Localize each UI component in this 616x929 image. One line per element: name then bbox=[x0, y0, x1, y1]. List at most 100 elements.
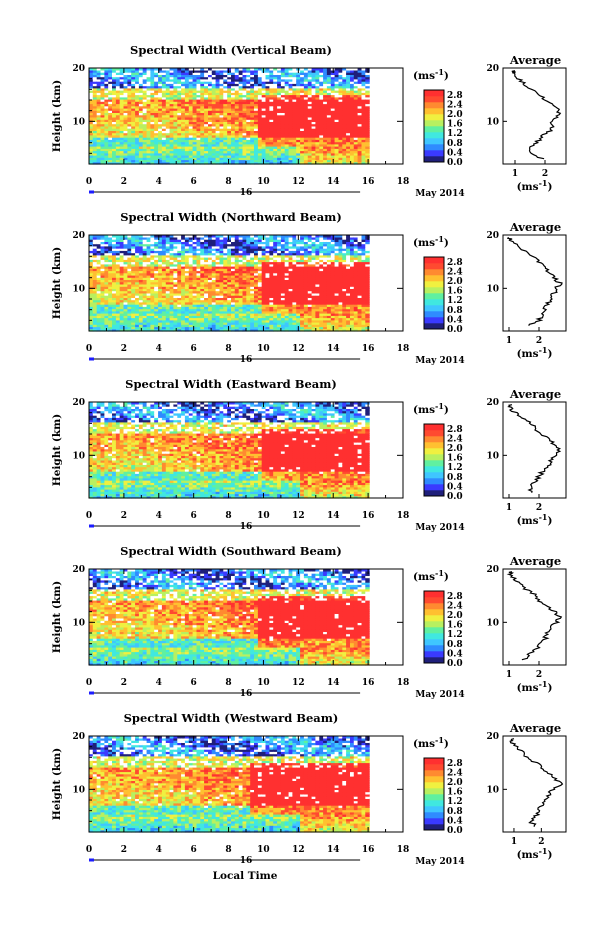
heatmap-cell bbox=[123, 317, 128, 321]
heatmap-cell bbox=[204, 155, 209, 158]
heatmap-cell bbox=[146, 257, 151, 260]
heatmap-cell bbox=[112, 315, 117, 319]
heatmap-cell bbox=[261, 139, 267, 143]
heatmap-cell bbox=[196, 304, 201, 307]
heatmap-cell bbox=[135, 263, 140, 267]
heatmap-cell bbox=[254, 161, 259, 165]
heatmap-cell bbox=[280, 146, 286, 149]
heatmap-cell bbox=[250, 161, 255, 165]
heatmap-cell bbox=[100, 101, 105, 105]
heatmap-cell bbox=[300, 134, 305, 138]
heatmap-cell bbox=[223, 87, 228, 91]
heatmap-cell bbox=[353, 103, 359, 107]
heatmap-cell bbox=[131, 81, 136, 84]
heatmap-cell bbox=[307, 76, 313, 80]
heatmap-cell bbox=[277, 99, 282, 102]
heatmap-cell bbox=[177, 313, 182, 316]
heatmap-cell bbox=[315, 69, 320, 73]
heatmap-cell bbox=[192, 236, 197, 240]
heatmap-cell bbox=[246, 90, 251, 93]
heatmap-cell bbox=[223, 261, 228, 265]
heatmap-cell bbox=[135, 324, 140, 328]
heatmap-cell bbox=[104, 128, 109, 131]
colorbar-swatch bbox=[424, 114, 444, 121]
heatmap-cell bbox=[238, 252, 244, 256]
heatmap-cell bbox=[112, 299, 117, 303]
heatmap-cell bbox=[138, 268, 144, 272]
heatmap-cell bbox=[238, 250, 244, 254]
heatmap-cell bbox=[165, 150, 171, 154]
heatmap-cell bbox=[311, 94, 316, 98]
heatmap-cell bbox=[112, 239, 117, 242]
heatmap-cell bbox=[292, 128, 297, 131]
heatmap-cell bbox=[181, 143, 186, 147]
heatmap-cell bbox=[123, 108, 128, 111]
heatmap-cell bbox=[92, 128, 98, 131]
heatmap-cell bbox=[361, 139, 366, 143]
heatmap-cell bbox=[188, 161, 194, 165]
heatmap-cell bbox=[273, 108, 278, 111]
heatmap-cell bbox=[204, 69, 209, 73]
heatmap-cell bbox=[365, 161, 370, 165]
heatmap-cell bbox=[173, 99, 178, 102]
heatmap-cell bbox=[138, 310, 144, 314]
heatmap-cell bbox=[292, 148, 297, 152]
heatmap-cell bbox=[238, 306, 244, 310]
heatmap-cell bbox=[142, 324, 148, 328]
heatmap-cell bbox=[150, 72, 155, 75]
heatmap-cell bbox=[223, 250, 228, 254]
heatmap-cell bbox=[142, 259, 148, 263]
heatmap-cell bbox=[242, 81, 247, 84]
heatmap-cell bbox=[123, 94, 128, 98]
heatmap-cell bbox=[142, 128, 148, 131]
heatmap-cell bbox=[192, 155, 197, 158]
heatmap-cell bbox=[177, 69, 182, 73]
heatmap-cell bbox=[154, 103, 159, 107]
heatmap-cell bbox=[315, 105, 320, 109]
heatmap-cell bbox=[181, 137, 186, 140]
heatmap-cell bbox=[196, 277, 201, 280]
heatmap-cell bbox=[242, 319, 247, 323]
heatmap-cell bbox=[112, 128, 117, 131]
heatmap-cell bbox=[138, 239, 144, 242]
heatmap-cell bbox=[188, 275, 194, 278]
heatmap-cell bbox=[181, 110, 186, 113]
heatmap-cell bbox=[158, 132, 163, 136]
heatmap-cell bbox=[223, 99, 228, 102]
heatmap-cell bbox=[296, 148, 301, 152]
heatmap-cell bbox=[250, 103, 255, 107]
heatmap-cell bbox=[142, 301, 148, 305]
heatmap-cell bbox=[238, 101, 244, 105]
heatmap-cell bbox=[315, 74, 320, 78]
heatmap-cell bbox=[215, 270, 220, 274]
heatmap-cell bbox=[173, 69, 178, 73]
heatmap-cell bbox=[192, 85, 197, 89]
heatmap-cell bbox=[231, 119, 236, 122]
x-tick-label: 0 bbox=[86, 177, 92, 187]
heatmap-cell bbox=[96, 157, 102, 161]
heatmap-cell bbox=[234, 81, 240, 84]
heatmap-cell bbox=[204, 112, 209, 116]
heatmap-cell bbox=[234, 236, 240, 240]
heatmap-cell bbox=[150, 150, 155, 154]
heatmap-cell bbox=[150, 90, 155, 93]
heatmap-cell bbox=[215, 245, 220, 249]
heatmap-cell bbox=[188, 261, 194, 265]
heatmap-cell bbox=[246, 78, 251, 82]
heatmap-cell bbox=[231, 123, 236, 127]
heatmap-cell bbox=[138, 286, 144, 289]
heatmap-cell bbox=[296, 74, 301, 78]
heatmap-cell bbox=[131, 141, 136, 145]
heatmap-cell bbox=[92, 152, 98, 156]
average-x-tick-label: 2 bbox=[542, 169, 548, 179]
heatmap-cell bbox=[223, 94, 228, 98]
heatmap-cell bbox=[169, 236, 174, 240]
heatmap-cell bbox=[319, 130, 324, 134]
heatmap-cell bbox=[238, 279, 244, 283]
heatmap-cell bbox=[269, 123, 274, 127]
heatmap-cell bbox=[280, 69, 286, 73]
heatmap-cell bbox=[208, 150, 213, 154]
heatmap-cell bbox=[119, 243, 125, 247]
heatmap-cell bbox=[215, 87, 220, 91]
heatmap-cell bbox=[208, 243, 213, 247]
